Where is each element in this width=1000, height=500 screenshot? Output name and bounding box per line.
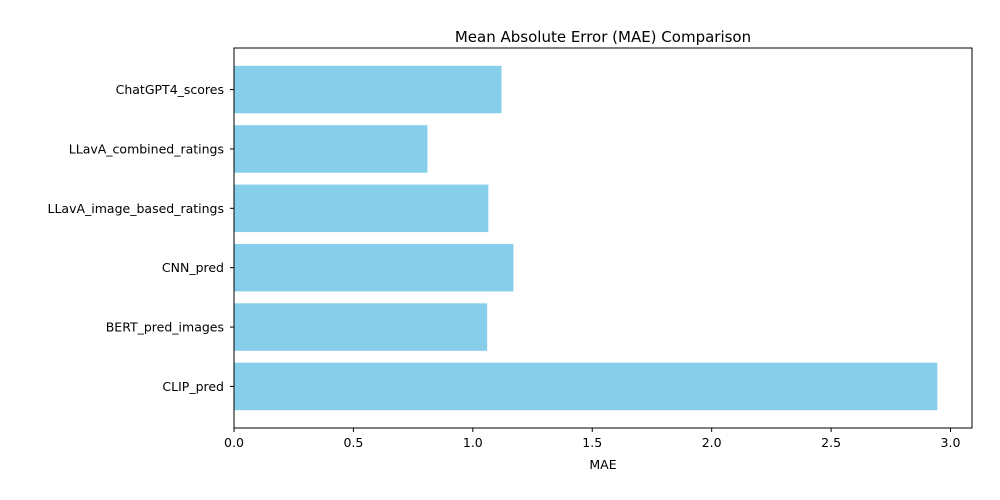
y-tick-label: CNN_pred <box>162 260 224 275</box>
y-axis-ticks: ChatGPT4_scores LLavA_combined_ratings LLa… <box>48 82 234 394</box>
x-axis-label: MAE <box>589 457 616 472</box>
x-tick-label: 2.5 <box>821 435 841 450</box>
bar-LLavA_image_based_ratings <box>234 184 489 233</box>
x-tick-label: 1.0 <box>463 435 483 450</box>
x-tick-label: 1.5 <box>582 435 602 450</box>
bar-CNN_pred <box>234 243 514 292</box>
x-tick-label: 0.0 <box>224 435 244 450</box>
y-tick-label: ChatGPT4_scores <box>116 82 224 97</box>
x-tick-label: 3.0 <box>941 435 961 450</box>
y-tick-label: CLIP_pred <box>162 379 224 394</box>
plot-frame <box>233 47 973 429</box>
x-axis-ticks: 0.0 0.5 1.0 1.5 2.0 2.5 3.0 <box>224 428 960 450</box>
chart-title: Mean Absolute Error (MAE) Comparison <box>455 28 751 46</box>
y-tick-label: LLavA_combined_ratings <box>69 141 224 156</box>
x-tick-label: 0.5 <box>343 435 363 450</box>
bar-CLIP_pred <box>234 362 938 411</box>
bar-LLavA_combined_ratings <box>234 125 428 173</box>
bar-BERT_pred_images <box>234 303 488 351</box>
x-tick-label: 2.0 <box>702 435 722 450</box>
y-tick-label: BERT_pred_images <box>106 320 224 335</box>
bars-group <box>234 65 938 411</box>
bar-ChatGPT4_scores <box>234 65 502 114</box>
y-tick-label: LLavA_image_based_ratings <box>48 201 225 216</box>
